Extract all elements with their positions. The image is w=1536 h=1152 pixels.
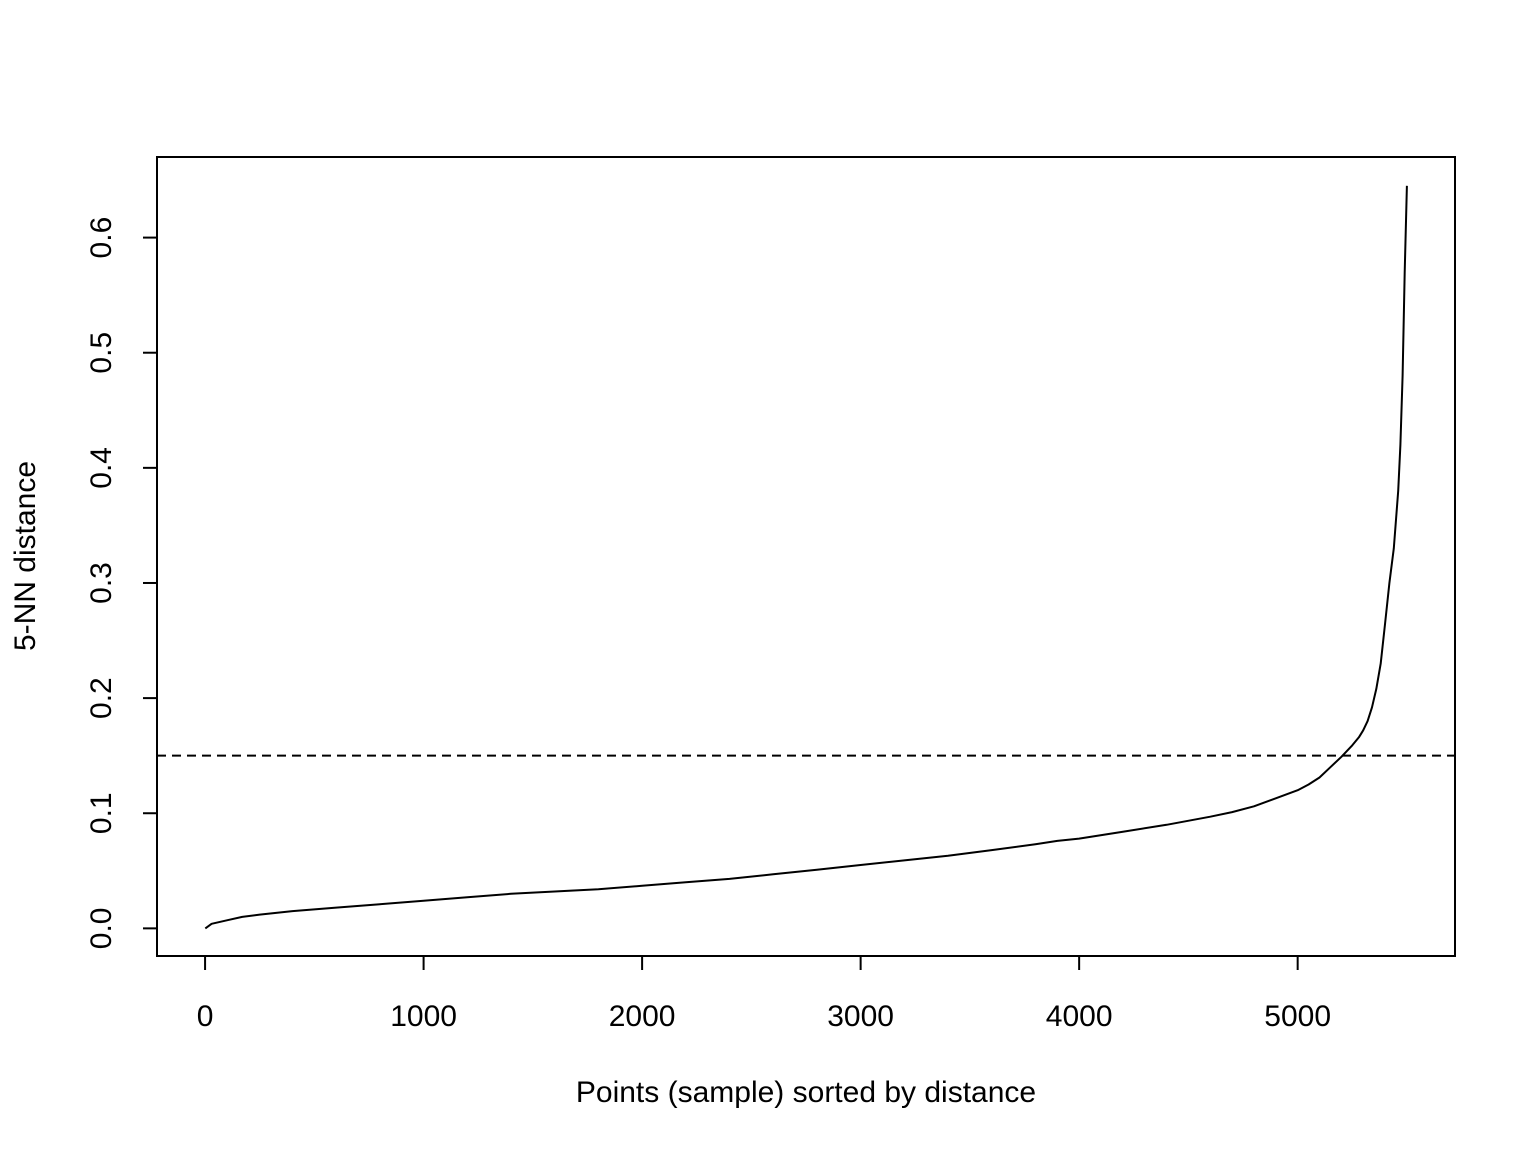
y-tick-label: 0.5 <box>85 332 118 374</box>
y-axis-label: 5-NN distance <box>9 461 42 651</box>
series-line <box>204 185 1408 930</box>
y-tick-label: 0.3 <box>85 562 118 604</box>
x-tick-label: 1000 <box>390 1000 457 1033</box>
y-tick-label: 0.6 <box>85 217 118 259</box>
x-tick-label: 0 <box>197 1000 214 1033</box>
x-tick-label: 2000 <box>609 1000 676 1033</box>
y-tick-label: 0.0 <box>85 908 118 950</box>
plot-frame <box>156 156 1456 957</box>
x-tick-label: 5000 <box>1264 1000 1331 1033</box>
y-axis: 0.0 0.1 0.2 0.3 0.4 0.5 0.6 <box>85 217 158 950</box>
y-tick-label: 0.4 <box>85 447 118 489</box>
y-tick-label: 0.1 <box>85 792 118 834</box>
x-axis: 0 1000 2000 3000 4000 5000 <box>197 955 1331 1033</box>
x-tick-label: 4000 <box>1046 1000 1113 1033</box>
y-tick-label: 0.2 <box>85 677 118 719</box>
x-axis-label: Points (sample) sorted by distance <box>576 1076 1036 1109</box>
series-group <box>204 185 1408 930</box>
x-tick-label: 3000 <box>827 1000 894 1033</box>
